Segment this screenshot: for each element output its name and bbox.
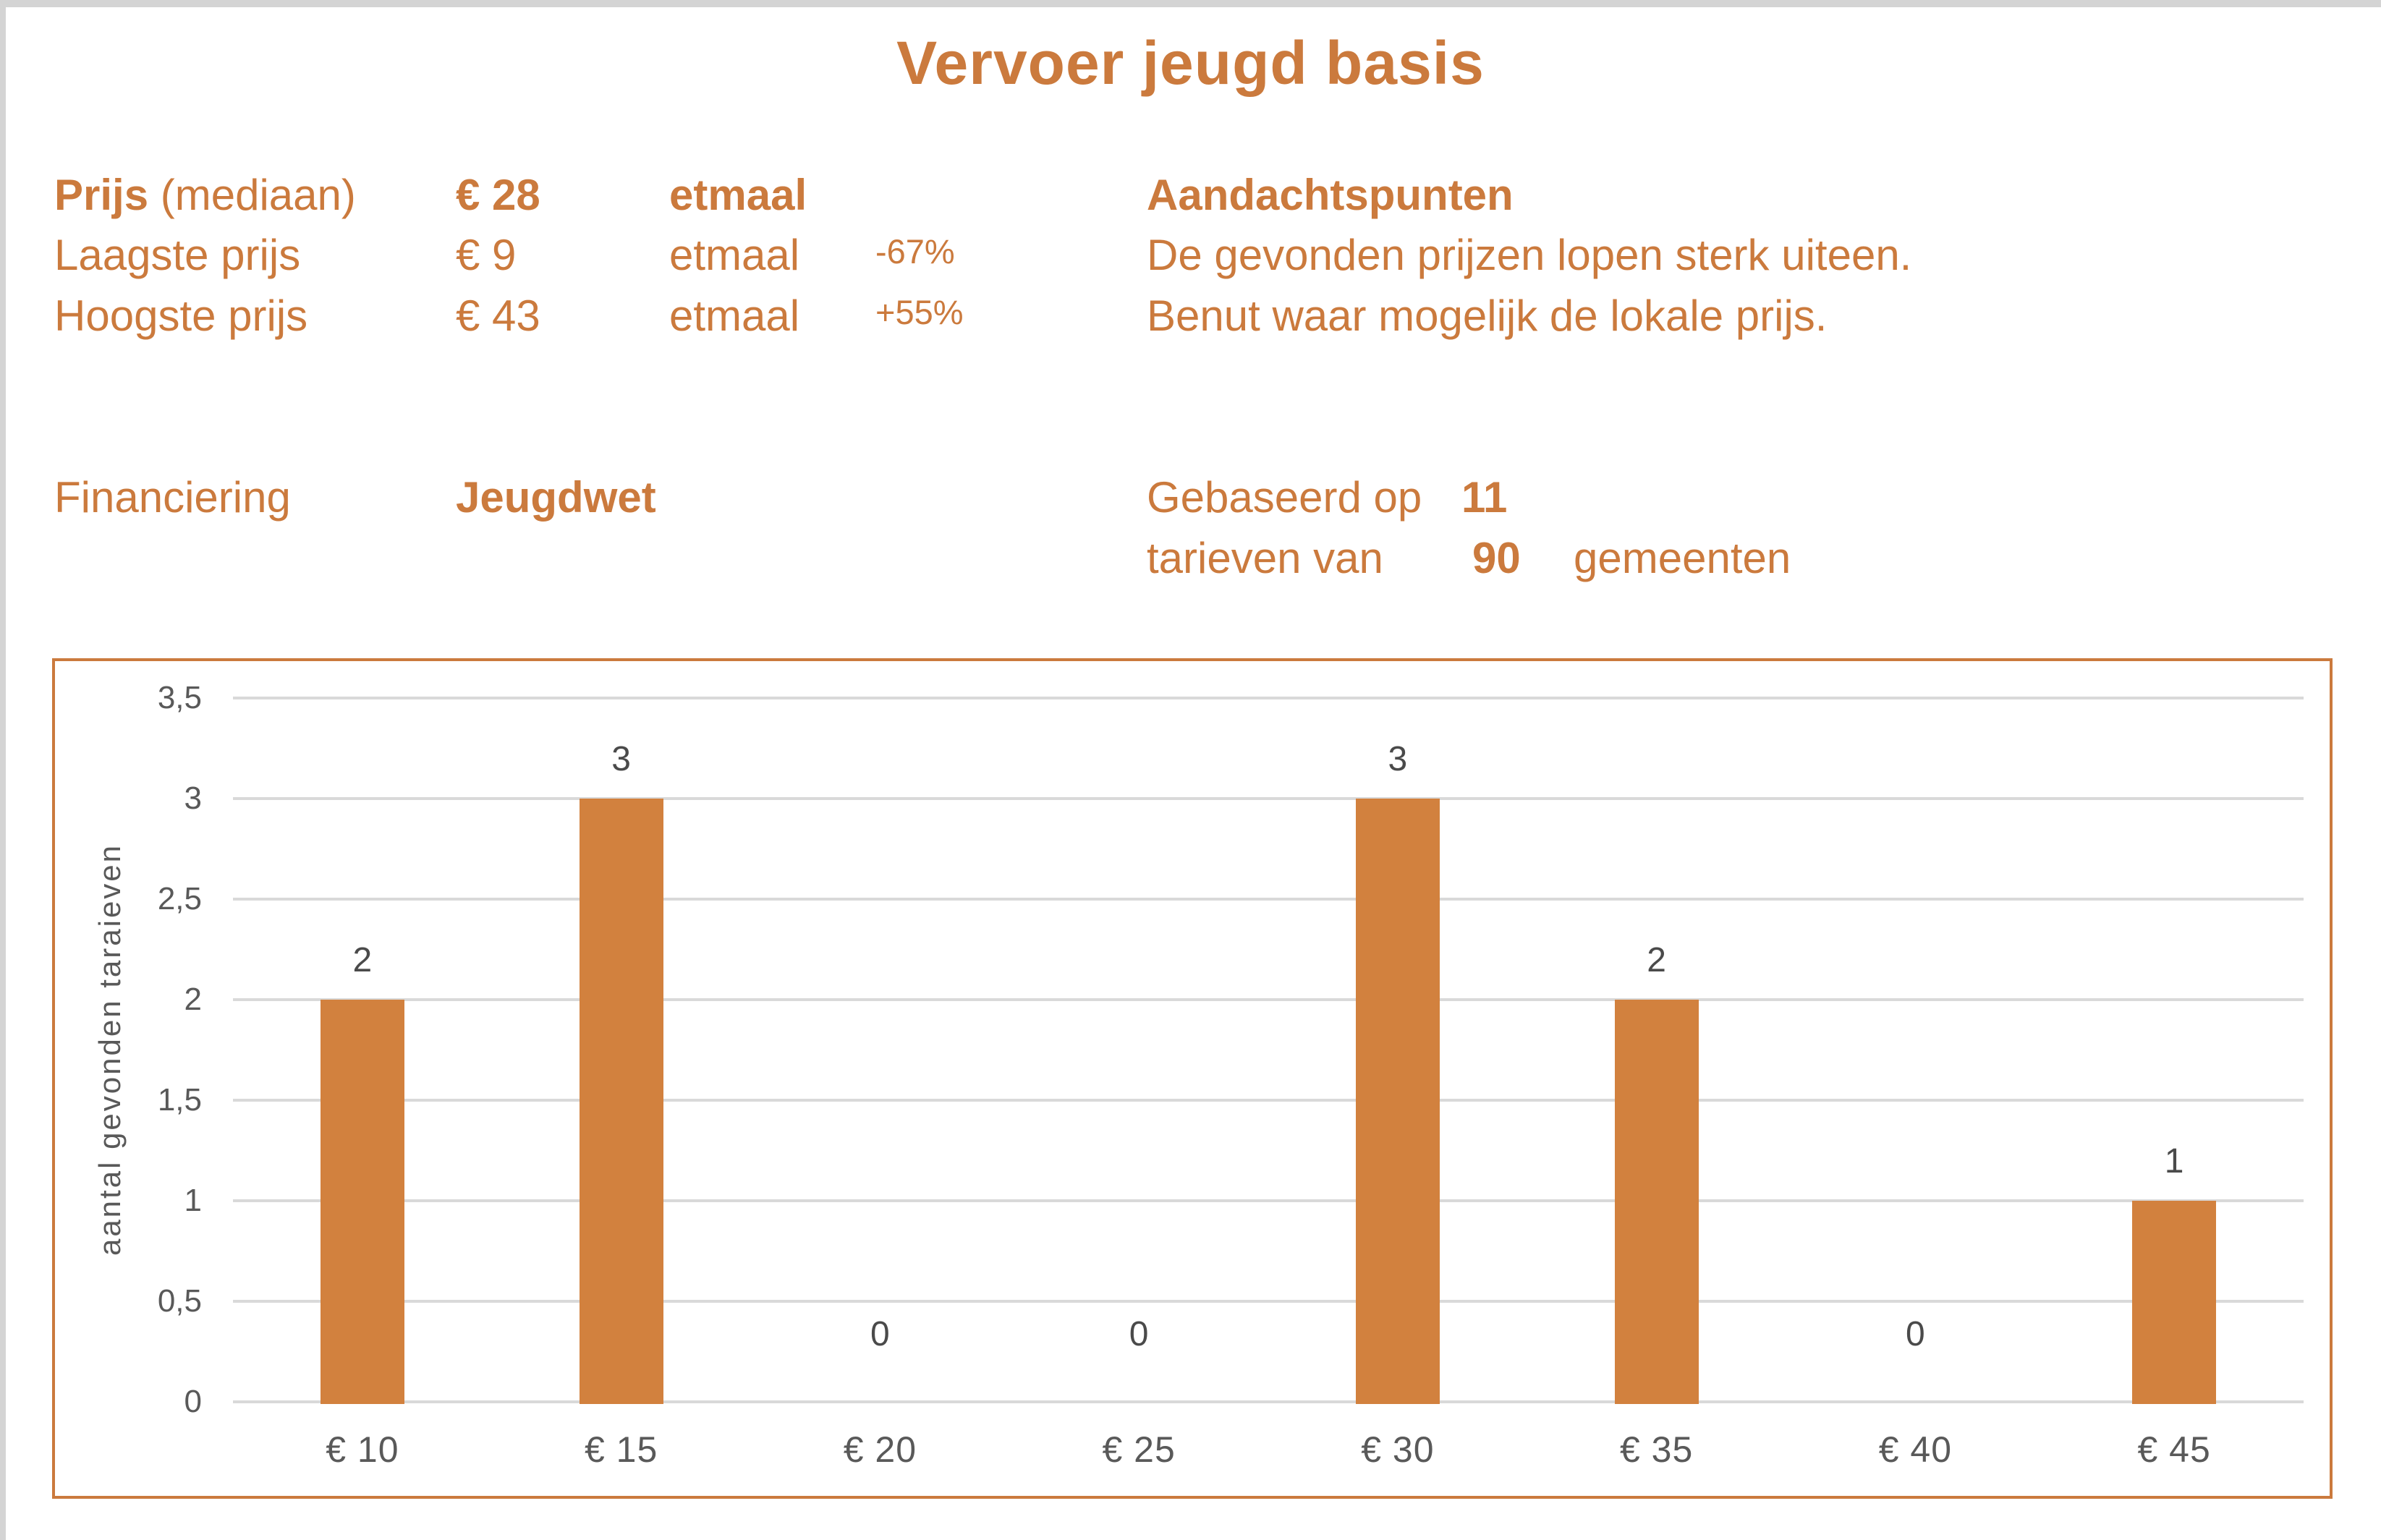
stat-unit: etmaal (669, 171, 807, 219)
aandachtspunten-line: Benut waar mogelijk de lokale prijs. (1147, 292, 1828, 340)
y-tick-label: 2,5 (157, 881, 202, 916)
stat-label-bold: Prijs (54, 171, 149, 219)
basis-line2-suffix: gemeenten (1574, 534, 1791, 582)
financiering-row: Financiering Jeugdwet Gebaseerd op 11 (0, 469, 2381, 527)
aandachtspunten-heading: Aandachtspunten (1147, 171, 1514, 219)
stat-value: € 43 (456, 292, 540, 340)
aandachtspunten-line: De gevonden prijzen lopen sterk uiteen. (1147, 231, 1912, 279)
stat-label-rest: (mediaan) (148, 171, 356, 219)
stat-percent: -67% (875, 232, 955, 271)
y-tick-label: 1,5 (157, 1082, 202, 1118)
bar-value-label: 1 (2164, 1142, 2184, 1180)
stat-row-laagste: Laagste prijs € 9 etmaal -67% De gevonde… (0, 226, 2381, 284)
y-tick-label: 1 (184, 1183, 202, 1218)
stat-percent: +55% (875, 293, 964, 331)
x-axis-label: € 15 (584, 1429, 658, 1470)
bar-value-label: 0 (1906, 1315, 1925, 1353)
basis-count-tarieven: 11 (1461, 473, 1508, 522)
basis-count-gemeenten: 90 (1472, 534, 1521, 582)
x-axis-label: € 25 (1102, 1429, 1176, 1470)
basis-line2-prefix: tarieven van (1147, 534, 1383, 582)
stat-value: € 28 (456, 171, 540, 219)
stat-label: Laagste prijs (54, 231, 301, 279)
stat-row-hoogste: Hoogste prijs € 43 etmaal +55% Benut waa… (0, 287, 2381, 345)
y-tick-label: 2 (184, 982, 202, 1017)
y-tick-label: 0 (184, 1384, 202, 1419)
stat-unit: etmaal (669, 231, 800, 279)
stat-label: Hoogste prijs (54, 292, 308, 340)
gridline (233, 998, 2304, 1001)
financiering-label: Financiering (54, 473, 291, 522)
bar (2132, 1201, 2217, 1404)
bar-chart: aantal gevonden taraieven 0 0,5 1 1,5 2 2,5 3 3… (52, 658, 2333, 1499)
gridline (233, 697, 2304, 699)
gridline (233, 1099, 2304, 1102)
financiering-value: Jeugdwet (456, 473, 656, 522)
stat-unit: etmaal (669, 292, 800, 340)
gridline (233, 1400, 2304, 1403)
bar-value-label: 2 (1647, 941, 1666, 979)
x-axis-label: € 40 (1878, 1429, 1953, 1470)
bar (1614, 1000, 1699, 1404)
bar-value-label: 0 (1129, 1315, 1149, 1353)
bar-value-label: 0 (870, 1315, 890, 1353)
y-tick-label: 0,5 (157, 1283, 202, 1319)
stat-value: € 9 (456, 231, 517, 279)
gridline (233, 898, 2304, 901)
x-axis-label: € 20 (843, 1429, 917, 1470)
bar (579, 799, 663, 1404)
bar-value-label: 3 (611, 740, 631, 778)
bar-value-label: 2 (352, 941, 373, 979)
x-axis-label: € 30 (1361, 1429, 1435, 1470)
gridline (233, 1300, 2304, 1303)
basis-row: tarieven van 90 gemeenten (0, 529, 2381, 587)
gridline (233, 1199, 2304, 1202)
bar-value-label: 3 (1388, 740, 1408, 778)
x-axis-label: € 35 (1619, 1429, 1694, 1470)
x-axis-label: € 10 (326, 1429, 399, 1470)
x-axis-label: € 45 (2137, 1429, 2211, 1470)
bar (1355, 799, 1440, 1404)
stat-label: Prijs (mediaan) (54, 166, 356, 224)
bar (320, 1000, 404, 1404)
stat-row-mediaan: Prijs (mediaan) € 28 etmaal Aandachtspun… (0, 166, 2381, 224)
basis-line1-prefix: Gebaseerd op (1147, 473, 1422, 522)
page-title: Vervoer jeugd basis (896, 29, 1485, 97)
window-edge-left (0, 0, 6, 1540)
y-tick-label: 3 (184, 780, 202, 816)
window-edge-top (0, 0, 2381, 7)
gridline (233, 797, 2304, 800)
y-tick-label: 3,5 (157, 680, 202, 715)
